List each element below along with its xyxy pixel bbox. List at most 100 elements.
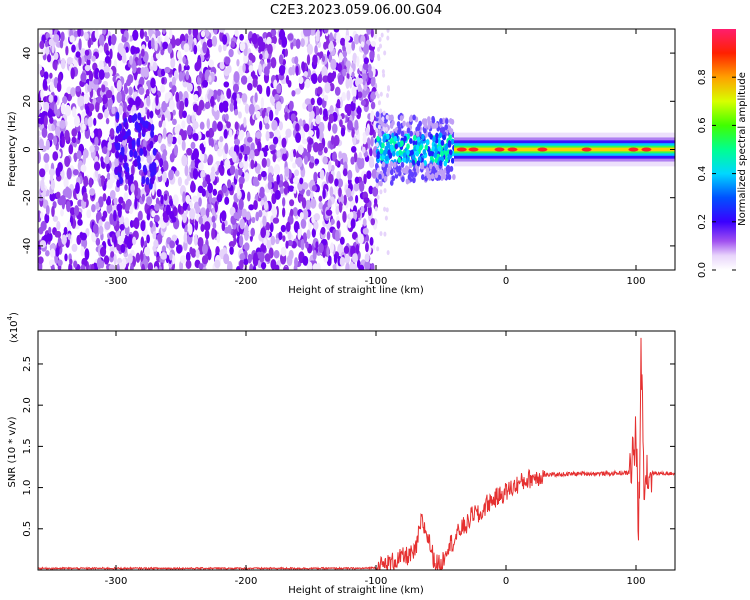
spectrogram-cell — [249, 149, 255, 160]
spectrogram-cell — [250, 142, 255, 153]
spectrogram-cell — [49, 192, 56, 202]
spectrogram-cell — [250, 159, 255, 170]
spectrogram-cell — [375, 183, 379, 189]
spectrogram-cell — [306, 229, 311, 240]
spectrogram-cell — [45, 139, 50, 151]
spectrogram-cell — [276, 84, 282, 94]
spectrogram-y-tick-label: -20 — [22, 190, 33, 206]
spectrogram-cell — [352, 96, 357, 104]
spectrogram-cell — [146, 109, 150, 120]
spectrogram-x-tick-label: -300 — [105, 276, 128, 287]
spectrogram-cell — [124, 236, 130, 245]
spectrogram-cell — [261, 157, 267, 168]
spectrogram-cell — [352, 136, 357, 146]
spectrogram-cell — [439, 169, 444, 176]
spectrogram-cell — [394, 143, 399, 150]
spectrogram-cell — [269, 109, 274, 122]
spectrogram-cell — [282, 197, 286, 207]
spectrogram-cell — [363, 57, 369, 65]
spectrogram-cell — [80, 164, 87, 173]
spectrogram-cell — [347, 169, 353, 181]
spectrogram-y-label: Frequency (Hz) — [7, 111, 18, 187]
spectrogram-cell — [186, 147, 193, 156]
spectrogram-cell — [216, 193, 223, 203]
spectrogram-cell — [143, 66, 149, 78]
spectrogram-cell — [432, 136, 436, 143]
spectrogram-x-tick-label: 100 — [626, 276, 645, 287]
spectrogram-cell — [49, 243, 56, 250]
spectrogram-cell — [122, 101, 128, 113]
spectrogram-cell — [378, 36, 382, 42]
spectrogram-cell — [47, 108, 54, 119]
spectrogram-cell — [269, 144, 276, 151]
spectrogram-cell — [346, 90, 351, 101]
spectrogram-cell — [167, 133, 173, 145]
spectrogram-cell — [153, 239, 159, 248]
spectrogram-cell — [121, 128, 126, 137]
spectrogram-cell — [281, 153, 288, 162]
spectrogram-cell — [439, 117, 443, 124]
spectrogram-cell — [323, 108, 328, 118]
spectrogram-cell — [382, 72, 386, 78]
spectrogram-cell — [200, 207, 207, 218]
spectrogram-cell — [238, 176, 245, 185]
spectrogram-cell — [263, 150, 268, 158]
spectrogram-cell — [427, 119, 431, 126]
spectrogram-cell — [83, 31, 89, 40]
spectrogram-cell — [259, 120, 263, 131]
spectrogram-cell — [314, 158, 320, 165]
spectrogram-cell — [322, 156, 328, 165]
spectrogram-x-tick-label: -200 — [235, 276, 258, 287]
spectrogram-cell — [38, 138, 44, 150]
spectrogram-cell — [311, 228, 316, 238]
spectrogram-cell — [274, 264, 280, 270]
spectrogram-cell — [321, 66, 328, 78]
spectrogram-cell — [169, 152, 175, 163]
spectrogram-cell — [227, 179, 232, 189]
spectrogram-cell — [278, 231, 283, 241]
spectrogram-cell — [194, 61, 201, 72]
spectrogram-cell — [105, 117, 110, 125]
spectrogram-cell — [172, 109, 176, 116]
spectrogram-cell — [97, 128, 102, 139]
spectrogram-cell — [151, 161, 156, 170]
spectrogram-cell — [222, 34, 228, 45]
spectrogram-cell — [186, 124, 193, 136]
spectrogram-cell — [212, 120, 218, 132]
spectrogram-cell — [192, 195, 198, 203]
spectrogram-cell — [362, 43, 369, 55]
spectrogram-cell — [140, 105, 146, 118]
spectrogram-cell — [138, 86, 145, 95]
spectrogram-cell — [310, 97, 315, 106]
spectrogram-cell — [160, 252, 167, 260]
spectrogram-cell — [437, 139, 442, 146]
spectrogram-cell — [335, 205, 340, 216]
spectrogram-cell — [319, 169, 325, 180]
spectrogram-cell — [285, 240, 289, 249]
snr-y-tick-label: 1.5 — [22, 438, 33, 454]
spectrogram-cell — [243, 48, 248, 57]
spectrogram-cell — [425, 167, 430, 174]
spectrogram-cell — [301, 138, 308, 145]
spectrogram-cell — [353, 183, 360, 192]
spectrogram-cell — [162, 149, 168, 158]
colorbar-tick-label: 0.4 — [697, 166, 708, 182]
spectrogram-cell — [257, 36, 264, 47]
spectrogram-cell — [147, 262, 154, 270]
spectrogram-cell — [397, 156, 402, 163]
spectrogram-cell — [424, 144, 429, 151]
spectrogram-cell — [300, 130, 306, 139]
spectrogram-cell — [149, 220, 153, 228]
spectrogram-cell — [210, 95, 215, 107]
spectrogram-cell — [310, 198, 317, 209]
spectrogram-cell — [95, 201, 100, 210]
spectrogram-cell — [420, 162, 425, 169]
spectrogram-cell — [221, 221, 226, 232]
spectrogram-cell — [146, 196, 153, 206]
spectrogram-cell — [337, 63, 343, 73]
spectrogram-cell — [289, 199, 295, 207]
spectrogram-cell — [114, 135, 119, 144]
spectrogram-cell — [350, 156, 355, 165]
spectrogram-cell — [237, 111, 242, 119]
